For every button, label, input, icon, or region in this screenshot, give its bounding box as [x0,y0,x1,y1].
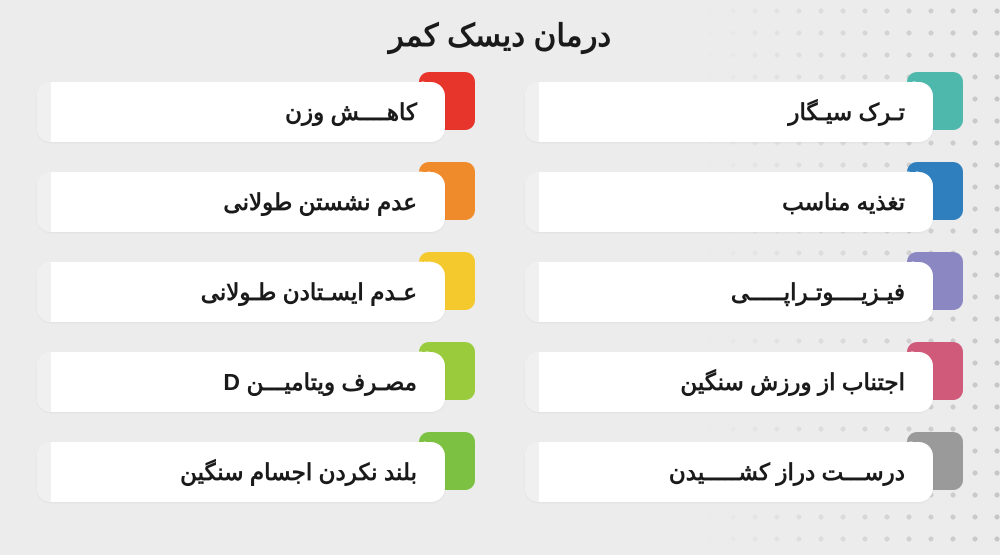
item-card: تـرک سیـگار [525,82,933,142]
item-label: درســـت دراز کشـــــیدن [669,459,905,486]
item-label: فیـزیــــوتـراپـــــی [731,279,905,306]
item-card: اجتناب از ورزش سنگین [525,352,933,412]
item-card: تغذیه مناسب [525,172,933,232]
item-card: عدم نشستن طولانی [37,172,445,232]
page-title: درمان دیسک کمر [0,18,1000,54]
item-label: عدم نشستن طولانی [223,189,417,216]
item-card: کاهــــش وزن [37,82,445,142]
item-label: مصـرف ویتامیـــن D [223,369,417,396]
item-card: بلند نکردن اجسام سنگین [37,442,445,502]
column-left: ۶ تـرک سیـگار ۷ تغذیه مناسب ۸ فیـزیــــو… [525,78,963,504]
list-item: ۷ تغذیه مناسب [525,168,963,234]
item-label: بلند نکردن اجسام سنگین [180,459,417,486]
item-label: کاهــــش وزن [285,99,417,126]
list-item: ۱ کاهــــش وزن [37,78,475,144]
list-item: ۶ تـرک سیـگار [525,78,963,144]
item-card: عـدم ایسـتادن طـولانی [37,262,445,322]
item-card: مصـرف ویتامیـــن D [37,352,445,412]
list-item: ۱۰ درســـت دراز کشـــــیدن [525,438,963,504]
list-item: ۸ فیـزیــــوتـراپـــــی [525,258,963,324]
item-label: تـرک سیـگار [788,99,905,126]
list-item: ۵ بلند نکردن اجسام سنگین [37,438,475,504]
list-item: ۴ مصـرف ویتامیـــن D [37,348,475,414]
column-right: ۱ کاهــــش وزن ۲ عدم نشستن طولانی ۳ عـدم… [37,78,475,504]
columns-wrapper: ۱ کاهــــش وزن ۲ عدم نشستن طولانی ۳ عـدم… [0,78,1000,504]
list-item: ۳ عـدم ایسـتادن طـولانی [37,258,475,324]
list-item: ۹ اجتناب از ورزش سنگین [525,348,963,414]
list-item: ۲ عدم نشستن طولانی [37,168,475,234]
item-label: اجتناب از ورزش سنگین [680,369,905,396]
item-label: تغذیه مناسب [782,189,905,216]
item-card: فیـزیــــوتـراپـــــی [525,262,933,322]
item-card: درســـت دراز کشـــــیدن [525,442,933,502]
item-label: عـدم ایسـتادن طـولانی [201,279,417,306]
